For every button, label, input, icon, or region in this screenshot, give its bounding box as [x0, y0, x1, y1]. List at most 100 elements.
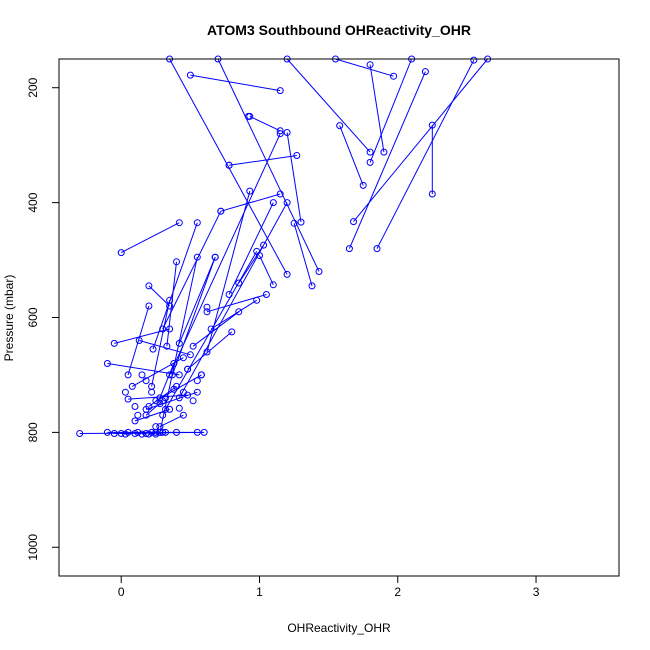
data-point-23-1: [189, 342, 197, 350]
scatter-point-12: [162, 394, 169, 402]
series-line-12: [286, 132, 302, 223]
data-point-29-0: [211, 253, 219, 261]
scatter-point-14: [184, 365, 192, 373]
y-axis-label: Pressure (mbar): [2, 275, 16, 362]
data-point-46-1: [131, 417, 139, 425]
series-line-42: [128, 394, 188, 400]
series-line-57: [141, 431, 152, 435]
series-line-36: [148, 285, 170, 307]
data-point-2-0: [345, 245, 353, 253]
chart-marks: [76, 55, 492, 438]
data-point-30-0: [193, 253, 201, 261]
scatter-point-15: [189, 397, 197, 405]
data-point-59-0: [162, 428, 169, 436]
data-point-19-0: [269, 199, 277, 207]
series-line-38: [114, 328, 170, 344]
data-point-23-0: [235, 308, 243, 316]
series-line-7: [369, 64, 385, 153]
series-line-4: [339, 125, 364, 186]
y-tick-label-800: 800: [26, 422, 40, 442]
data-point-6-0: [366, 148, 374, 156]
series-line-59: [155, 431, 166, 435]
data-point-21-1: [207, 325, 215, 333]
data-point-35-0: [193, 219, 201, 227]
data-point-20-1: [203, 308, 211, 316]
series-line-46: [134, 408, 170, 422]
series-line-16: [220, 193, 281, 212]
series-line-39: [139, 340, 191, 356]
data-point-36-1: [166, 302, 174, 310]
scatter-point-1: [225, 161, 233, 169]
data-point-35-1: [149, 345, 157, 353]
data-point-27-0: [283, 199, 291, 207]
series-line-40: [132, 357, 184, 387]
data-point-58-0: [134, 428, 142, 436]
data-point-49-0: [170, 360, 178, 367]
x-axis-label: OHReactivity_OHR: [287, 621, 391, 635]
data-point-0-1: [428, 121, 436, 129]
scatter-point-7: [159, 411, 167, 419]
data-point-5-0: [366, 158, 374, 166]
scatter-point-10: [142, 377, 150, 385]
series-line-19: [228, 202, 274, 295]
series-line-15: [190, 74, 281, 92]
data-point-51-1: [103, 428, 111, 436]
scatter-point-4: [193, 377, 201, 385]
scatter-point-18: [121, 388, 129, 396]
x-tick-label-3: 3: [533, 585, 540, 599]
data-point-15-0: [276, 87, 284, 95]
data-point-47-0: [179, 411, 187, 419]
scatter-point-0: [244, 112, 252, 120]
data-point-31-1: [163, 342, 171, 350]
data-point-50-1: [76, 430, 84, 437]
series-line-35: [152, 222, 198, 350]
data-point-17-0: [269, 281, 277, 289]
data-point-57-1: [138, 430, 146, 438]
data-point-12-1: [283, 129, 291, 136]
scatter-point-9: [152, 423, 160, 431]
data-point-39-0: [186, 351, 194, 359]
series-line-17: [259, 255, 274, 286]
data-point-15-1: [186, 71, 194, 79]
x-tick-label-0: 0: [118, 585, 125, 599]
scatter-point-5: [179, 388, 187, 396]
data-point-41-0: [175, 371, 183, 379]
data-point-25-0: [276, 130, 284, 138]
data-point-50-0: [200, 428, 208, 436]
series-line-34: [120, 222, 180, 254]
chart-title: ATOM3 Southbound OHReactivity_OHR: [207, 22, 471, 38]
scatter-point-2: [203, 303, 211, 311]
series-line-26: [165, 251, 258, 410]
data-point-59-1: [152, 430, 160, 438]
y-tick-label-1000: 1000: [26, 534, 40, 561]
series-line-13: [229, 155, 297, 166]
series-line-49: [159, 363, 175, 399]
data-point-16-0: [276, 190, 284, 198]
series-line-6: [286, 58, 371, 153]
data-point-18-1: [235, 279, 243, 287]
series-line-9: [293, 223, 313, 287]
data-point-10-0: [315, 268, 323, 275]
data-point-11-0: [283, 270, 291, 278]
data-point-24-0: [228, 328, 236, 336]
data-point-0-0: [428, 190, 436, 198]
data-point-45-1: [145, 403, 153, 410]
series-line-24: [187, 331, 233, 370]
data-point-34-1: [117, 249, 125, 257]
series-line-25: [169, 133, 281, 376]
series-line-28: [178, 257, 216, 344]
scatter-point-3: [197, 371, 205, 379]
data-point-41-1: [103, 360, 111, 367]
data-point-18-0: [260, 241, 268, 249]
data-point-46-0: [166, 405, 174, 413]
scatter-point-6: [175, 404, 183, 412]
data-point-7-1: [366, 61, 374, 69]
y-tick-label-600: 600: [26, 307, 40, 327]
series-line-1: [376, 59, 475, 249]
data-point-31-0: [173, 258, 180, 266]
series-line-8: [335, 58, 394, 77]
data-point-3-0: [350, 218, 357, 226]
data-point-37-1: [124, 371, 132, 379]
series-line-37: [127, 305, 150, 376]
series-line-43: [145, 391, 198, 410]
